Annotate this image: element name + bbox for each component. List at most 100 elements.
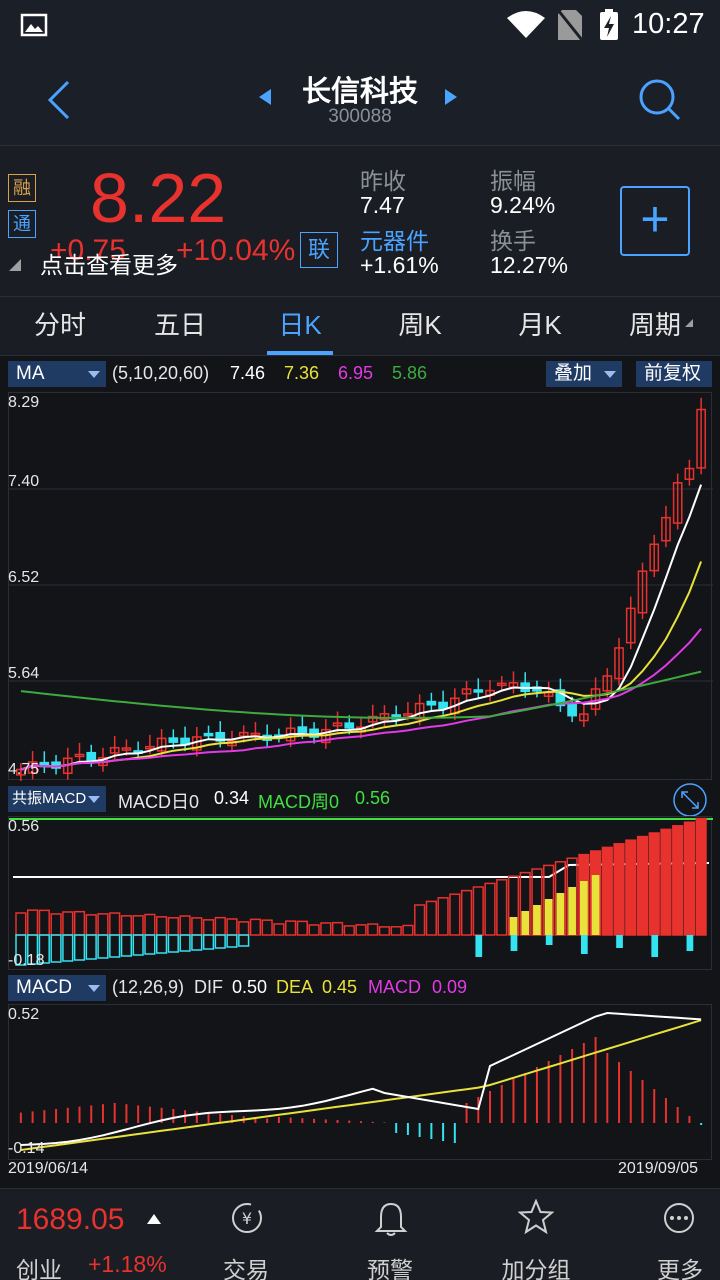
amplitude-value: 9.24%: [490, 192, 556, 218]
index-value[interactable]: 1689.05: [16, 1203, 125, 1236]
candle-body: [109, 746, 120, 754]
resonance-bar-up: [273, 923, 285, 936]
macd-label: MACD: [368, 977, 421, 997]
candle-body: [602, 675, 613, 692]
quote-panel: 融 通 8.22 +0.75 +10.04% 联 点击查看更多 昨收 7.47 …: [0, 146, 720, 296]
resonance-bar-up: [355, 924, 367, 936]
nav-more[interactable]: 更多: [620, 1189, 720, 1280]
resonance-bar-down: [38, 934, 50, 964]
main-indicator-select[interactable]: MA: [8, 361, 106, 387]
candle-body: [672, 482, 683, 524]
star-icon: [518, 1199, 554, 1235]
resonance-bar-up: [425, 900, 437, 936]
resonance-y-top: 0.56: [8, 818, 40, 835]
tab-daily-k[interactable]: 日K: [245, 297, 355, 355]
resonance-bar-down: [62, 934, 74, 962]
more-icon: [664, 1203, 694, 1233]
tab-period[interactable]: 周期: [628, 310, 681, 340]
candle-body: [496, 682, 507, 687]
next-stock-icon[interactable]: [444, 88, 458, 106]
sector-label[interactable]: 元器件: [360, 228, 429, 254]
resonance-bar-up: [343, 925, 355, 936]
expand-icon[interactable]: [672, 782, 708, 818]
back-arrow-icon[interactable]: [44, 80, 74, 120]
resonance-select[interactable]: 共振MACD: [8, 786, 106, 812]
resonance-label: 共振MACD: [12, 790, 87, 807]
index-up-icon: [147, 1214, 161, 1224]
linked-button[interactable]: 联: [300, 232, 338, 268]
overlay-select[interactable]: 叠加: [546, 361, 622, 387]
nav-add-group[interactable]: 加分组: [476, 1189, 596, 1280]
candle-body: [684, 467, 695, 480]
candle-body: [16, 768, 26, 776]
resonance-bar-down: [50, 934, 62, 963]
resonance-bar-down: [238, 934, 250, 947]
kline-canvas: [9, 397, 713, 781]
view-more-link[interactable]: 点击查看更多: [40, 252, 178, 278]
nav-alert[interactable]: 预警: [330, 1189, 450, 1280]
margin-badge: 融: [8, 174, 36, 202]
resonance-bar-up: [683, 821, 696, 936]
dea-line: [20, 1019, 702, 1151]
candle-body: [555, 689, 566, 707]
macd-value: 0.09: [432, 977, 468, 997]
date-start: 2019/06/14: [8, 1160, 89, 1177]
resonance-bar-up: [648, 832, 660, 936]
candle-body: [156, 737, 167, 752]
nav-add-group-label: 加分组: [501, 1257, 571, 1280]
macd-select[interactable]: MACD: [8, 975, 106, 1001]
resonance-bar-cyan: [580, 935, 588, 954]
nav-trade[interactable]: ¥ 交易: [186, 1189, 306, 1280]
resonance-bar-up: [214, 916, 226, 936]
resonance-bar-cyan: [475, 935, 483, 957]
y-tick-5: 4.75: [8, 761, 40, 778]
resonance-bar-up: [191, 917, 203, 936]
resonance-bar-up: [672, 825, 684, 936]
y-tick-3: 6.52: [8, 569, 40, 586]
resonance-bar-up: [296, 920, 308, 936]
candle-body: [379, 713, 390, 721]
period-tabs: 分时 五日 日K 周K 月K 周期: [0, 296, 720, 356]
tab-weekly-k[interactable]: 周K: [398, 310, 442, 340]
resonance-bar-down: [191, 934, 203, 951]
turnover-value: 12.27%: [490, 252, 569, 278]
tab-intraday[interactable]: 分时: [33, 310, 86, 340]
resonance-bar-up: [155, 916, 168, 936]
add-watchlist-button[interactable]: +: [620, 186, 690, 256]
dif-label: DIF: [194, 977, 223, 997]
resonance-bar-up: [15, 912, 27, 936]
candle-body: [414, 702, 425, 720]
kline-chart[interactable]: [8, 392, 713, 781]
resonance-bar-down: [73, 934, 86, 961]
nav-trade-label: 交易: [223, 1257, 269, 1280]
adjust-button[interactable]: 前复权: [636, 361, 712, 387]
resonance-canvas: [9, 817, 713, 966]
current-price: 8.22: [90, 159, 227, 237]
resonance-bar-up: [144, 913, 156, 936]
candle-body: [344, 722, 355, 729]
resonance-bar-fill: [626, 849, 635, 935]
ma5-line: [20, 484, 703, 771]
candle-body: [637, 570, 648, 614]
resonance-bar-up: [261, 919, 273, 936]
previous-stock-icon[interactable]: [258, 88, 272, 106]
ma60-value: 5.86: [392, 363, 428, 383]
resonance-bar-up: [378, 926, 391, 936]
macd-chart[interactable]: [8, 1004, 712, 1160]
tab-five-day[interactable]: 五日: [153, 310, 206, 340]
index-name: 创业: [16, 1257, 62, 1280]
search-icon[interactable]: [636, 76, 682, 122]
tab-monthly-k[interactable]: 月K: [518, 310, 562, 340]
candle-body: [297, 726, 308, 734]
resonance-bar-up: [132, 915, 144, 936]
candle-body: [215, 731, 226, 742]
y-tick-4: 5.64: [8, 665, 40, 682]
candle-body: [86, 751, 97, 762]
resonance-bar-down: [214, 934, 226, 949]
resonance-chart[interactable]: [8, 816, 713, 970]
candle-body: [649, 543, 660, 572]
resonance-bar-up: [226, 918, 238, 936]
candle-body: [578, 713, 589, 722]
resonance-bar-up: [97, 913, 109, 936]
no-sim-icon: [556, 9, 584, 41]
